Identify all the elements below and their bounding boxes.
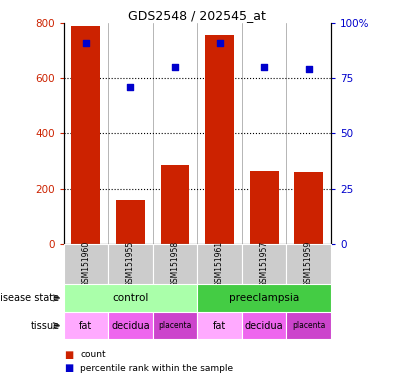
Title: GDS2548 / 202545_at: GDS2548 / 202545_at [128,9,266,22]
Text: GSM151955: GSM151955 [126,241,135,287]
Point [172,64,178,70]
Text: ■: ■ [64,350,73,360]
Bar [294,172,323,244]
Bar [205,35,234,244]
Text: GSM151959: GSM151959 [304,241,313,287]
Bar [197,244,242,284]
Bar [286,312,331,339]
Text: decidua: decidua [111,321,150,331]
Bar [116,200,145,244]
Text: count: count [80,350,106,359]
Text: GSM151961: GSM151961 [215,241,224,287]
Bar [64,284,197,312]
Text: decidua: decidua [245,321,283,331]
Bar [72,26,100,244]
Bar [242,312,286,339]
Text: fat: fat [79,321,92,331]
Bar [108,312,153,339]
Bar [286,244,331,284]
Text: percentile rank within the sample: percentile rank within the sample [80,364,233,373]
Text: fat: fat [213,321,226,331]
Text: control: control [112,293,149,303]
Bar [197,312,242,339]
Text: disease state: disease state [0,293,60,303]
Bar [64,244,108,284]
Text: placenta: placenta [158,321,192,330]
Bar [161,165,189,244]
Bar [242,244,286,284]
Text: GSM151957: GSM151957 [260,241,268,287]
Point [216,40,223,46]
Bar [153,312,197,339]
Point [127,84,134,90]
Text: tissue: tissue [30,321,60,331]
Point [305,66,312,73]
Point [83,40,89,46]
Text: GSM151958: GSM151958 [171,241,180,287]
Bar [64,312,108,339]
Bar [197,284,331,312]
Text: preeclampsia: preeclampsia [229,293,299,303]
Bar [249,171,279,244]
Bar [108,244,153,284]
Text: placenta: placenta [292,321,325,330]
Text: GSM151960: GSM151960 [81,241,90,287]
Text: ■: ■ [64,363,73,373]
Bar [153,244,197,284]
Point [261,64,268,70]
